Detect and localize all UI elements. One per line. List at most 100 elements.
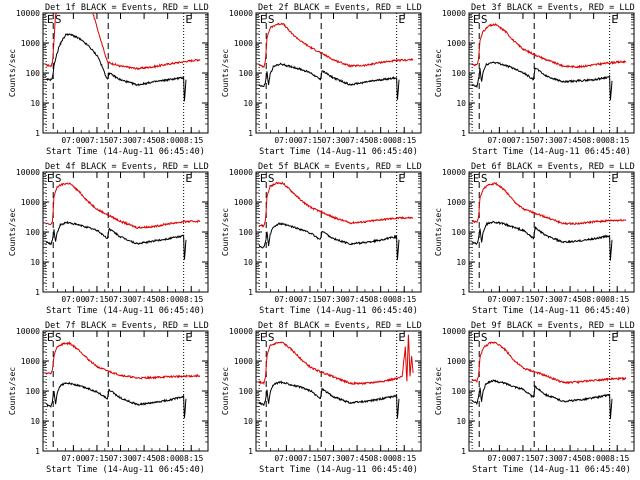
panel-7-ytick-label: 100 (26, 387, 41, 396)
panel-7-marker-label: S (55, 331, 62, 344)
panel-4-black-series (45, 220, 187, 260)
panel-3-xtick-label: 07:45 (558, 136, 582, 145)
panel-7-marker-label: E (47, 331, 54, 344)
panel-5-ylabel: Counts/sec (221, 208, 230, 256)
panel-8-xtick-label: 07:00 (274, 454, 298, 463)
panel-1-ytick-label: 1 (35, 129, 40, 138)
panel-9-xtick-label: 08:00 (582, 454, 606, 463)
panel-3-ytick-label: 1000 (447, 39, 466, 48)
panel-8-ytick-label: 1000 (234, 357, 253, 366)
panel-9-marker-label: S (481, 331, 488, 344)
panel-6-ytick-label: 100 (452, 228, 467, 237)
panel-8-xtick-label: 07:30 (321, 454, 345, 463)
panel-4-ytick-label: 10000 (16, 168, 40, 177)
panel-2-ytick-label: 1000 (234, 39, 253, 48)
panel-9-ytick-label: 100 (452, 387, 467, 396)
panel-1-xlabel: Start Time (14-Aug-11 06:45:40) (46, 147, 205, 157)
panel-3-xtick-label: 07:30 (534, 136, 558, 145)
panel-7-xtick-label: 07:00 (61, 454, 85, 463)
panel-1-ytick-label: 10 (30, 99, 40, 108)
panel-5-xtick-label: 07:30 (321, 295, 345, 304)
panel-9-ytick-label: 10000 (442, 327, 466, 336)
panel-5-ytick-label: 1000 (234, 198, 253, 207)
panel-6-ylabel: Counts/sec (434, 208, 443, 256)
panel-5-black-series (258, 222, 400, 261)
panel-1-red-series (46, 13, 201, 71)
panel-6-black-series (471, 220, 613, 261)
panel-1-ylabel: Counts/sec (8, 49, 17, 97)
panel-8-xtick-label: 07:45 (345, 454, 369, 463)
panel-1-ytick-label: 100 (26, 69, 41, 78)
panel-8-ylabel: Counts/sec (221, 367, 230, 415)
panel-7-xtick-label: 08:00 (156, 454, 180, 463)
panel-3-ytick-label: 100 (452, 69, 467, 78)
panel-1-title: Det 1f BLACK = Events, RED = LLD (45, 3, 209, 13)
panel-1-xtick-label: 07:15 (85, 136, 109, 145)
panel-8-red-series (259, 334, 414, 386)
panel-1-xtick-label: 07:45 (132, 136, 156, 145)
panel-7-ytick-label: 1 (35, 447, 40, 456)
panel-6-xlabel: Start Time (14-Aug-11 06:45:40) (472, 306, 631, 316)
panel-8-xtick-label: 08:00 (369, 454, 393, 463)
panel-4-ytick-label: 10 (30, 258, 40, 267)
panel-8-marker-label: S (268, 331, 275, 344)
panel-2-marker-label: E (398, 13, 405, 26)
panel-7-black-series (46, 381, 187, 419)
panel-1-ytick-label: 1000 (21, 39, 40, 48)
panel-3-ylabel: Counts/sec (434, 49, 443, 97)
panel-9-xlabel: Start Time (14-Aug-11 06:45:40) (472, 465, 631, 475)
panel-2-black-series (258, 62, 400, 100)
panel-8-ytick-label: 10000 (229, 327, 253, 336)
panel-6-marker-label: E (611, 172, 618, 185)
panel-5-ytick-label: 10000 (229, 168, 253, 177)
panel-5-marker-label: S (268, 172, 275, 185)
panel-2-ytick-label: 1 (248, 129, 253, 138)
panel-3-marker-label: E (473, 13, 480, 26)
panel-3-xtick-label: 07:15 (511, 136, 535, 145)
panel-3-xlabel: Start Time (14-Aug-11 06:45:40) (472, 147, 631, 157)
panel-5-ytick-label: 1 (248, 288, 253, 297)
panel-3-xtick-label: 08:00 (582, 136, 606, 145)
panel-9-xtick-label: 07:30 (534, 454, 558, 463)
panel-9-xtick-label: 07:15 (511, 454, 535, 463)
panel-6-ytick-label: 1000 (447, 198, 466, 207)
panel-8-ytick-label: 100 (239, 387, 254, 396)
panel-5-xtick-label: 08:15 (392, 295, 416, 304)
panel-4-xlabel: Start Time (14-Aug-11 06:45:40) (46, 306, 205, 316)
panel-5-xtick-label: 07:15 (298, 295, 322, 304)
panel-9-ytick-label: 1 (461, 447, 466, 456)
panel-7-ytick-label: 10000 (16, 327, 40, 336)
panel-4-red-series (45, 182, 201, 230)
panel-9-marker-label: E (473, 331, 480, 344)
panel-2-red-series (258, 22, 414, 69)
panel-3-marker-label: S (481, 13, 488, 26)
panel-7-red-series (45, 340, 201, 380)
panel-7-xtick-label: 07:15 (85, 454, 109, 463)
panel-3-red-series (471, 22, 627, 69)
panel-1-xtick-label: 08:15 (179, 136, 203, 145)
panel-4-xtick-label: 07:00 (61, 295, 85, 304)
panel-9-ytick-label: 1000 (447, 357, 466, 366)
panel-6-ytick-label: 1 (461, 288, 466, 297)
panel-3-ytick-label: 10000 (442, 9, 466, 18)
panel-8-marker-label: E (398, 331, 405, 344)
panel-7-marker-label: E (185, 331, 192, 344)
panel-4-marker-label: E (47, 172, 54, 185)
panel-2-xtick-label: 07:45 (345, 136, 369, 145)
panel-8-xlabel: Start Time (14-Aug-11 06:45:40) (259, 465, 418, 475)
panel-6-xtick-label: 08:00 (582, 295, 606, 304)
panel-2-ylabel: Counts/sec (221, 49, 230, 97)
panel-7-xtick-label: 07:45 (132, 454, 156, 463)
panel-8-title: Det 8f BLACK = Events, RED = LLD (258, 321, 422, 331)
panel-5-red-series (258, 181, 414, 228)
panel-6-xtick-label: 07:45 (558, 295, 582, 304)
panel-6-ytick-label: 10000 (442, 168, 466, 177)
panel-8-marker-label: E (260, 331, 267, 344)
panel-6-xtick-label: 08:15 (605, 295, 629, 304)
panel-4-xtick-label: 07:15 (85, 295, 109, 304)
panel-2-marker-label: E (260, 13, 267, 26)
panel-3-ytick-label: 10 (456, 99, 466, 108)
panel-2-ytick-label: 10000 (229, 9, 253, 18)
panel-9-ylabel: Counts/sec (434, 367, 443, 415)
